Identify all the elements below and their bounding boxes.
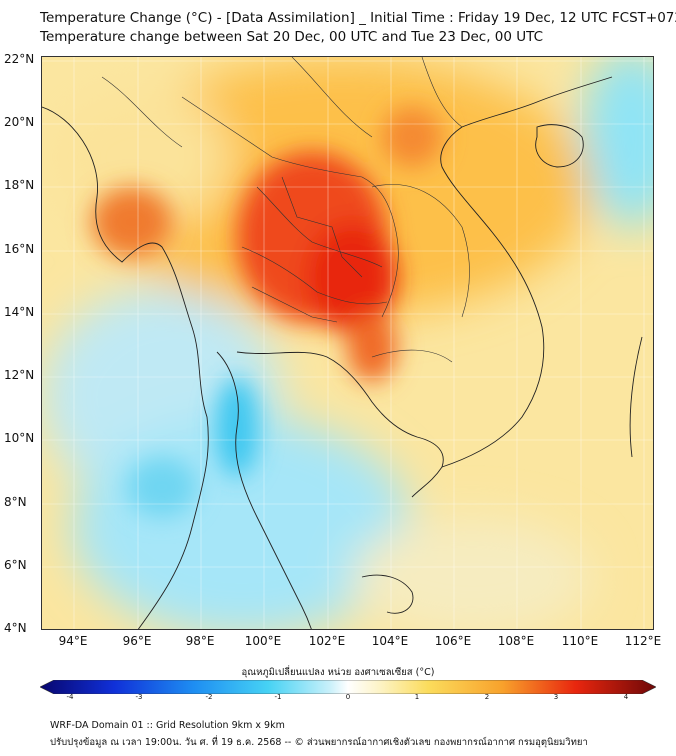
colorbar-tick: 0: [345, 693, 351, 701]
lon-label: 108°E: [497, 634, 535, 648]
lon-label: 104°E: [371, 634, 409, 648]
lon-label: 100°E: [244, 634, 282, 648]
lat-label: 12°N: [4, 368, 35, 382]
map-field-svg: [42, 57, 653, 629]
cool-core-andaman: [127, 457, 197, 517]
lat-label: 8°N: [4, 495, 27, 509]
temperature-change-map: [41, 56, 654, 630]
lat-label: 14°N: [4, 305, 35, 319]
colorbar-tick: -1: [274, 693, 282, 701]
coastlines: [42, 76, 643, 629]
map-subtitle: Temperature change between Sat 20 Dec, 0…: [40, 29, 544, 45]
hot-core-isan: [307, 222, 397, 332]
admin-borders: [101, 57, 470, 363]
lat-label: 22°N: [4, 52, 35, 66]
lon-label: 110°E: [561, 634, 599, 648]
lat-label: 10°N: [4, 431, 35, 445]
footer-update-info: ปรับปรุงข้อมูล ณ เวลา 19:00น. วัน ศ. ที่…: [50, 737, 588, 748]
lat-label: 20°N: [4, 115, 35, 129]
colorbar-tick: 4: [623, 693, 629, 701]
lon-label: 102°E: [308, 634, 346, 648]
lat-label: 16°N: [4, 242, 35, 256]
lon-label: 94°E: [58, 634, 88, 648]
lat-label: 6°N: [4, 558, 27, 572]
map-title: Temperature Change (°C) - [Data Assimila…: [40, 10, 676, 26]
lon-label: 106°E: [434, 634, 472, 648]
neutral-region-se: [352, 517, 592, 629]
lon-label: 98°E: [185, 634, 215, 648]
colorbar-fill: [40, 680, 656, 694]
colorbar-tick: -2: [205, 693, 213, 701]
lon-label: 112°E: [624, 634, 662, 648]
warm-core-north-vietnam: [382, 107, 442, 167]
mild-region-nw: [52, 87, 232, 227]
graticule: [42, 57, 653, 629]
colorbar-tick: -4: [66, 693, 74, 701]
warm-core-cambodia: [347, 312, 397, 382]
colorbar-tick: 2: [484, 693, 490, 701]
colorbar: [40, 680, 656, 694]
warm-core-myanmar: [92, 187, 172, 257]
cool-region-east: [582, 57, 653, 227]
colorbar-tick: 3: [553, 693, 559, 701]
footer-model-info: WRF-DA Domain 01 :: Grid Resolution 9km …: [50, 720, 285, 731]
lat-label: 18°N: [4, 178, 35, 192]
lon-label: 96°E: [122, 634, 152, 648]
colorbar-tick: 1: [414, 693, 420, 701]
colorbar-title: อุณหภูมิเปลี่ยนแปลง หน่วย องศาเซลเซียส (…: [241, 667, 435, 678]
colorbar-tick: -3: [135, 693, 143, 701]
lat-label: 4°N: [4, 621, 27, 635]
